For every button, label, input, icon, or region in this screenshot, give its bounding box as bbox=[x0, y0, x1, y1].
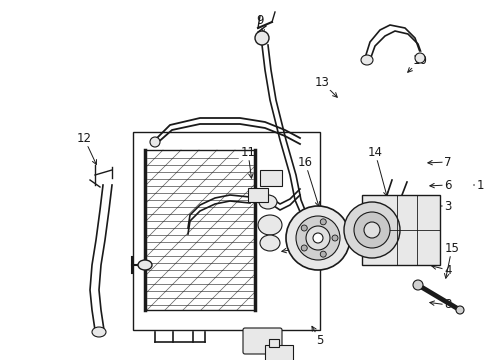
Text: 16: 16 bbox=[297, 156, 312, 168]
Circle shape bbox=[305, 226, 329, 250]
Text: 14: 14 bbox=[367, 145, 382, 158]
Text: 2: 2 bbox=[298, 242, 305, 255]
Ellipse shape bbox=[360, 55, 372, 65]
Ellipse shape bbox=[260, 235, 280, 251]
Circle shape bbox=[353, 212, 389, 248]
Text: 1: 1 bbox=[475, 179, 483, 192]
Bar bbox=[268, 339, 279, 347]
Text: 5: 5 bbox=[316, 333, 323, 346]
Bar bbox=[133, 132, 319, 330]
Circle shape bbox=[301, 245, 306, 251]
Circle shape bbox=[301, 225, 306, 231]
Circle shape bbox=[312, 233, 323, 243]
Ellipse shape bbox=[92, 327, 106, 337]
Circle shape bbox=[320, 219, 325, 225]
Bar bbox=[247, 188, 267, 202]
Text: 12: 12 bbox=[76, 131, 91, 144]
Circle shape bbox=[295, 216, 339, 260]
Text: 7: 7 bbox=[443, 156, 451, 168]
Text: 4: 4 bbox=[443, 264, 451, 276]
Ellipse shape bbox=[254, 31, 268, 45]
Circle shape bbox=[285, 206, 349, 270]
Ellipse shape bbox=[414, 53, 424, 63]
Bar bbox=[260, 170, 282, 186]
Circle shape bbox=[455, 306, 463, 314]
FancyBboxPatch shape bbox=[243, 328, 282, 354]
Text: 15: 15 bbox=[444, 242, 459, 255]
Bar bbox=[264, 345, 292, 360]
Circle shape bbox=[412, 280, 422, 290]
Ellipse shape bbox=[138, 260, 152, 270]
Ellipse shape bbox=[259, 195, 276, 209]
Text: 6: 6 bbox=[443, 179, 451, 192]
Text: 3: 3 bbox=[444, 199, 451, 212]
Text: 13: 13 bbox=[314, 76, 329, 89]
Circle shape bbox=[343, 202, 399, 258]
Text: 9: 9 bbox=[256, 14, 263, 27]
Text: 8: 8 bbox=[444, 298, 451, 311]
Ellipse shape bbox=[258, 215, 282, 235]
Circle shape bbox=[320, 251, 325, 257]
Text: 11: 11 bbox=[240, 145, 255, 158]
Text: 10: 10 bbox=[412, 54, 427, 67]
Circle shape bbox=[363, 222, 379, 238]
Circle shape bbox=[331, 235, 337, 241]
Bar bbox=[361, 195, 439, 265]
Ellipse shape bbox=[150, 137, 160, 147]
